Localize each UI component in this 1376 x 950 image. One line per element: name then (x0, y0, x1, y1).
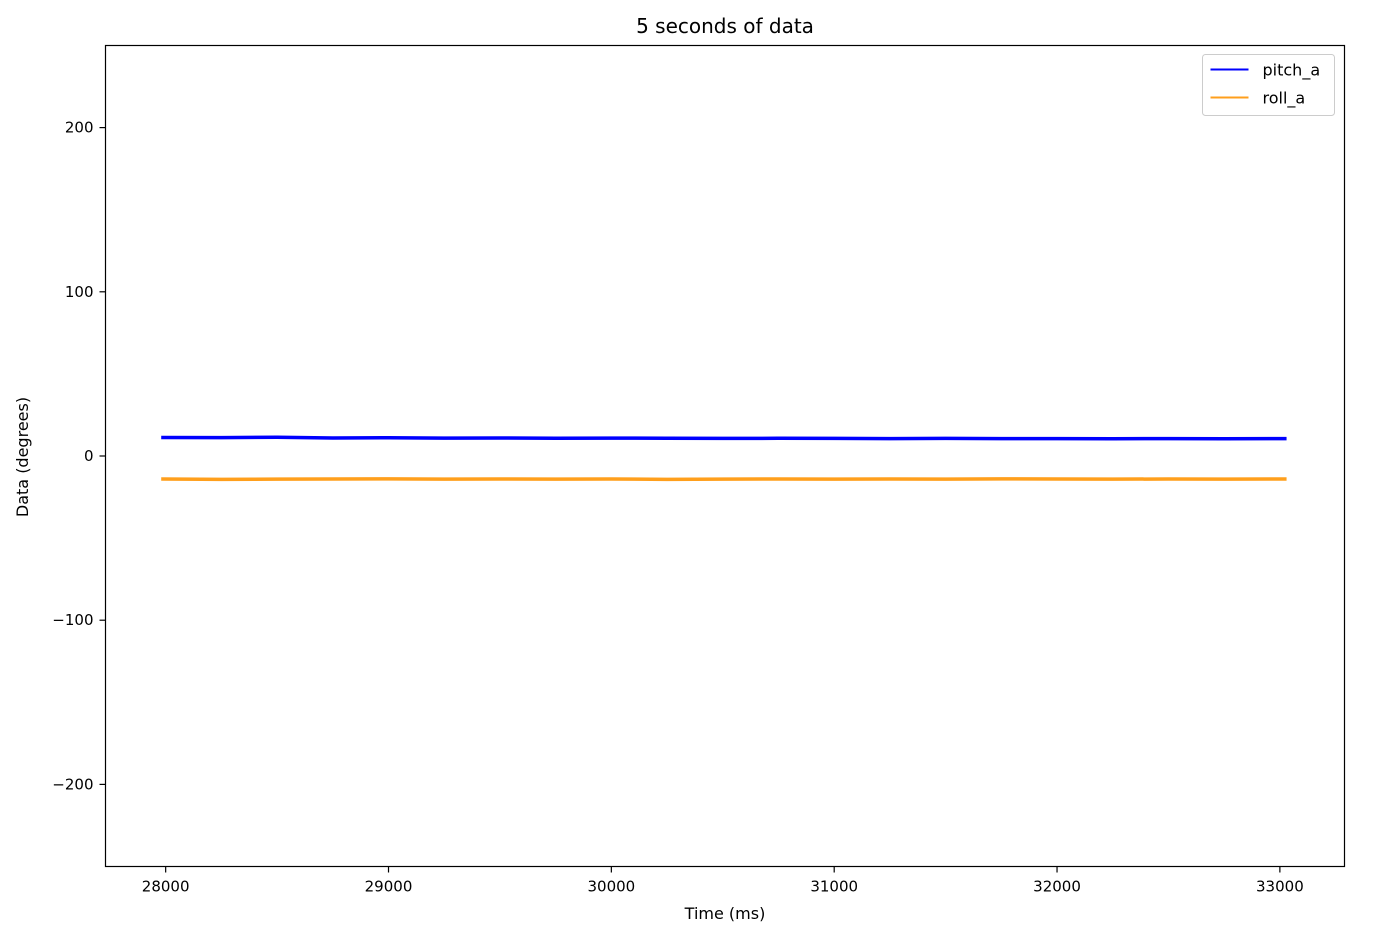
plot-frame (104, 44, 1346, 868)
plot-lines (161, 435, 1287, 482)
legend: pitch_a roll_a (1202, 54, 1335, 116)
y-axis-label: Data (degrees) (13, 397, 32, 517)
x-tick-label: 31000 (810, 878, 858, 896)
x-tick-label: 30000 (587, 878, 635, 896)
x-tick-label: 33000 (1256, 878, 1304, 896)
legend-label-roll_a: roll_a (1263, 89, 1306, 109)
x-tick-label: 28000 (142, 878, 190, 896)
x-axis-label: Time (ms) (684, 904, 766, 923)
legend-label-pitch_a: pitch_a (1263, 61, 1321, 81)
x-tick-label: 32000 (1033, 878, 1081, 896)
y-tick-label: −200 (52, 775, 93, 793)
series-line-pitch_a (161, 435, 1287, 441)
x-tick-label: 29000 (365, 878, 413, 896)
y-tick-label: 100 (65, 283, 94, 301)
chart-title: 5 seconds of data (636, 14, 814, 38)
series-line-roll_a (161, 477, 1287, 482)
y-tick-label: −100 (52, 611, 93, 629)
y-tick-label: 0 (84, 447, 94, 465)
axis-ticks: 28000 29000 30000 31000 32000 33000 −200 −100 0 1… (52, 119, 1303, 896)
y-tick-label: 200 (65, 119, 94, 137)
